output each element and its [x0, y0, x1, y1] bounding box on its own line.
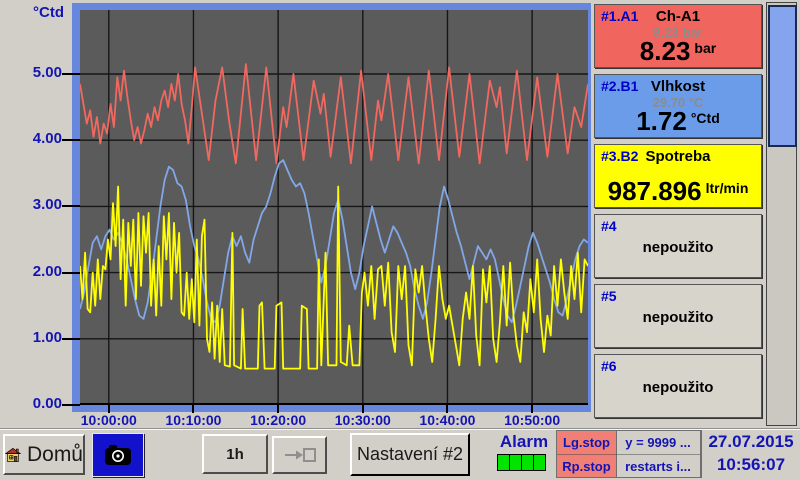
- x-axis-tick-label: 10:40:00: [419, 412, 476, 428]
- channel-name: nepoužito: [642, 309, 714, 326]
- x-axis-tick-mark: [361, 404, 364, 413]
- bottom-toolbar: Domů 1h Nastavení #2 Alarm Lg.st: [0, 430, 800, 480]
- y-axis-unit-label: °Ctd: [33, 4, 64, 21]
- x-axis-tick-label: 10:30:00: [334, 412, 391, 428]
- chart-plot-frame[interactable]: [72, 3, 591, 412]
- x-axis-tick-mark: [531, 404, 534, 413]
- x-axis-tick-mark: [446, 404, 449, 413]
- channel-unit: °Ctd: [690, 110, 720, 126]
- trace-Vlhkost: [80, 159, 588, 324]
- channel-name: nepoužito: [642, 379, 714, 396]
- channel-name: Spotreba: [645, 148, 711, 165]
- channel-id: #5: [601, 288, 617, 304]
- channel-card-6[interactable]: #6 nepoužito: [594, 354, 762, 418]
- channel-id: #6: [601, 358, 617, 374]
- x-axis-tick-mark: [107, 404, 110, 413]
- channel-unit: ltr/min: [705, 180, 749, 196]
- x-axis-tick-label: 10:20:00: [250, 412, 307, 428]
- channel-card-4[interactable]: #4 nepoužito: [594, 214, 762, 278]
- y-axis-tick-mark: [62, 139, 80, 142]
- y-axis-tick-mark: [62, 73, 80, 75]
- channel-secondary-value: 8.23 bar: [653, 25, 703, 40]
- y-axis-tick-label: 0.00: [32, 395, 62, 412]
- logger-stop-status: Lg.stop: [557, 431, 616, 455]
- time-interval-button[interactable]: 1h: [202, 434, 268, 474]
- channel-id: #2.B1: [601, 78, 639, 94]
- info-line-1: y = 9999 ...: [616, 431, 700, 455]
- camera-icon: [105, 445, 131, 465]
- channel-card-5[interactable]: #5 nepoužito: [594, 284, 762, 348]
- channel-name: Ch-A1: [655, 8, 701, 25]
- channel-secondary-value: 29.70 °C: [652, 95, 704, 110]
- channel-unit: bar: [694, 40, 717, 56]
- logger-status-block[interactable]: Lg.stop Rp.stop: [556, 430, 617, 478]
- y-axis-tick-label: 4.00: [32, 130, 62, 148]
- x-axis-tick-mark: [277, 404, 280, 413]
- y-axis-tick-label: 5.00: [32, 64, 62, 81]
- x-axis-tick-label: 10:00:00: [80, 412, 137, 428]
- export-to-screen-button[interactable]: [272, 436, 327, 474]
- home-button[interactable]: Domů: [3, 434, 85, 475]
- trace-Spotreba: [80, 185, 588, 370]
- channel-value: 8.23: [639, 36, 691, 66]
- channel-id: #4: [601, 218, 617, 234]
- y-axis-tick-label: 1.00: [32, 328, 62, 346]
- trace-Ch-A1: [80, 63, 588, 165]
- time-interval-label: 1h: [226, 445, 244, 463]
- report-stop-status: Rp.stop: [562, 459, 611, 474]
- settings-button-label: Nastavení #2: [356, 444, 464, 464]
- system-info-block[interactable]: y = 9999 ... restarts i...: [616, 430, 701, 478]
- y-axis-tick-mark: [62, 271, 80, 274]
- datetime-block: 27.07.2015 10:56:07: [701, 430, 800, 478]
- alarm-cell: [533, 454, 546, 471]
- home-button-label: Domů: [26, 442, 83, 466]
- home-icon: [5, 447, 21, 462]
- channel-value: 987.896: [607, 176, 702, 206]
- x-axis-tick-label: 10:50:00: [504, 412, 561, 428]
- alarm-indicator: [497, 454, 546, 471]
- y-axis-tick-mark: [62, 337, 80, 340]
- y-axis-tick-mark: [62, 205, 80, 208]
- current-time: 10:56:07: [716, 455, 786, 474]
- channel-id: #3.B2: [601, 148, 639, 164]
- channel-name: nepoužito: [642, 239, 714, 256]
- channel-scrollbar[interactable]: [766, 2, 797, 426]
- channel-id: #1.A1: [601, 8, 639, 24]
- y-axis-tick-mark: [62, 404, 80, 406]
- settings-button[interactable]: Nastavení #2: [350, 433, 470, 476]
- scrollbar-thumb[interactable]: [768, 5, 797, 147]
- alarm-label: Alarm: [499, 432, 549, 451]
- channel-card-1[interactable]: #1.A1 Ch-A1 8.23 bar 8.23 bar: [594, 4, 762, 68]
- arrow-to-square-icon: [284, 448, 316, 462]
- current-date: 27.07.2015: [708, 432, 794, 451]
- channel-card-list: #1.A1 Ch-A1 8.23 bar 8.23 bar #2.B1 Vlhko…: [594, 4, 762, 424]
- channel-value: 1.72: [636, 106, 687, 136]
- channel-name: Vlhkost: [650, 78, 706, 95]
- x-axis-tick-label: 10:10:00: [165, 412, 222, 428]
- info-line-2: restarts i...: [625, 459, 691, 474]
- channel-card-3[interactable]: #3.B2 Spotreba 987.896 ltr/min: [594, 144, 762, 208]
- screenshot-button[interactable]: [92, 433, 144, 477]
- channel-card-2[interactable]: #2.B1 Vlhkost 29.70 °C 1.72 °Ctd: [594, 74, 762, 138]
- y-axis-tick-label: 2.00: [32, 262, 62, 280]
- trend-chart-plot[interactable]: [80, 10, 588, 405]
- y-axis-tick-label: 3.00: [32, 196, 62, 214]
- x-axis-tick-mark: [192, 404, 195, 413]
